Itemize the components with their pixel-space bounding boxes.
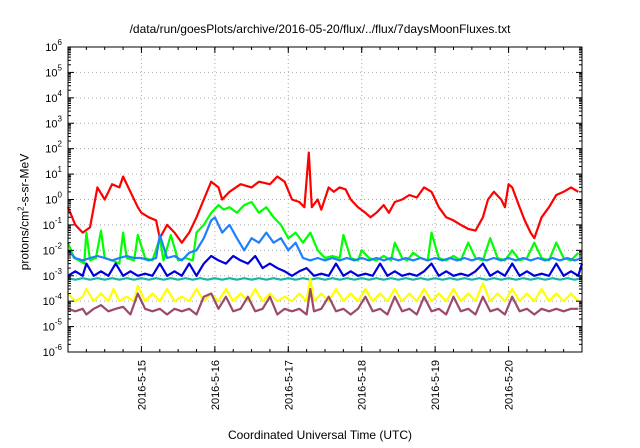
y-tick-label: 101 [45, 165, 62, 181]
y-axis-label: protons/cm2-s-sr-MeV [17, 154, 32, 270]
series-line-1 [66, 200, 580, 265]
x-tick-label: 2016-5-17 [283, 360, 295, 410]
series-line-0 [66, 151, 579, 244]
x-axis-label: Coordinated Universal Time (UTC) [227, 428, 413, 442]
x-tick-label: 2016-5-19 [430, 360, 442, 410]
x-tick-label: 2016-5-16 [210, 360, 222, 410]
y-tick-label: 10-4 [43, 292, 63, 308]
y-axis-label-post: -s-sr-MeV [17, 153, 32, 207]
y-axis-label-pre: protons/cm [17, 210, 32, 271]
series-line-5 [67, 277, 580, 303]
y-tick-label: 100 [45, 191, 62, 207]
y-tick-label: 105 [45, 63, 62, 79]
y-tick-label: 102 [45, 140, 62, 156]
x-tick-label: 2016-5-18 [357, 360, 369, 410]
y-tick-label: 106 [45, 38, 62, 54]
x-tick-label: 2016-5-20 [504, 360, 516, 410]
y-tick-label: 104 [45, 89, 62, 105]
y-tick-label: 10-1 [43, 216, 63, 232]
x-tick-label: 2016-5-15 [136, 360, 148, 410]
series-line-2 [67, 216, 583, 262]
y-tick-label: 10-3 [43, 267, 63, 283]
chart-title: /data/run/goesPlots/archive/2016-05-20/f… [129, 22, 511, 36]
y-tick-label: 10-6 [43, 343, 63, 359]
series-line-6 [67, 287, 579, 316]
series-layer [66, 151, 584, 316]
y-tick-label: 10-5 [43, 318, 63, 334]
y-tick-label: 10-2 [43, 241, 63, 257]
y-tick-label: 103 [45, 114, 62, 130]
series-line-4 [67, 277, 583, 281]
tick-layer: 10-6 10-5 10-4 10-3 10-2 10-1 100 101 102 103 104 1… [43, 38, 583, 410]
series-line-3 [67, 254, 584, 277]
y-axis-label-sup: 2 [16, 206, 26, 211]
